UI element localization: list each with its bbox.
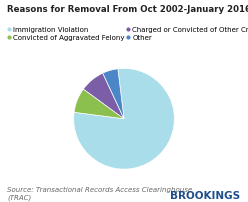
Text: BROOKINGS: BROOKINGS bbox=[170, 190, 241, 200]
Wedge shape bbox=[74, 69, 174, 169]
Wedge shape bbox=[103, 69, 124, 119]
Wedge shape bbox=[83, 74, 124, 119]
Wedge shape bbox=[74, 90, 124, 119]
Legend: Immigration Violation, Convicted of Aggravated Felony, Charged or Convicted of O: Immigration Violation, Convicted of Aggr… bbox=[7, 27, 248, 41]
Text: Reasons for Removal From Oct 2002-January 2016: Reasons for Removal From Oct 2002-Januar… bbox=[7, 5, 248, 14]
Text: Source: Transactional Records Access Clearinghouse
(TRAC): Source: Transactional Records Access Cle… bbox=[7, 186, 192, 200]
